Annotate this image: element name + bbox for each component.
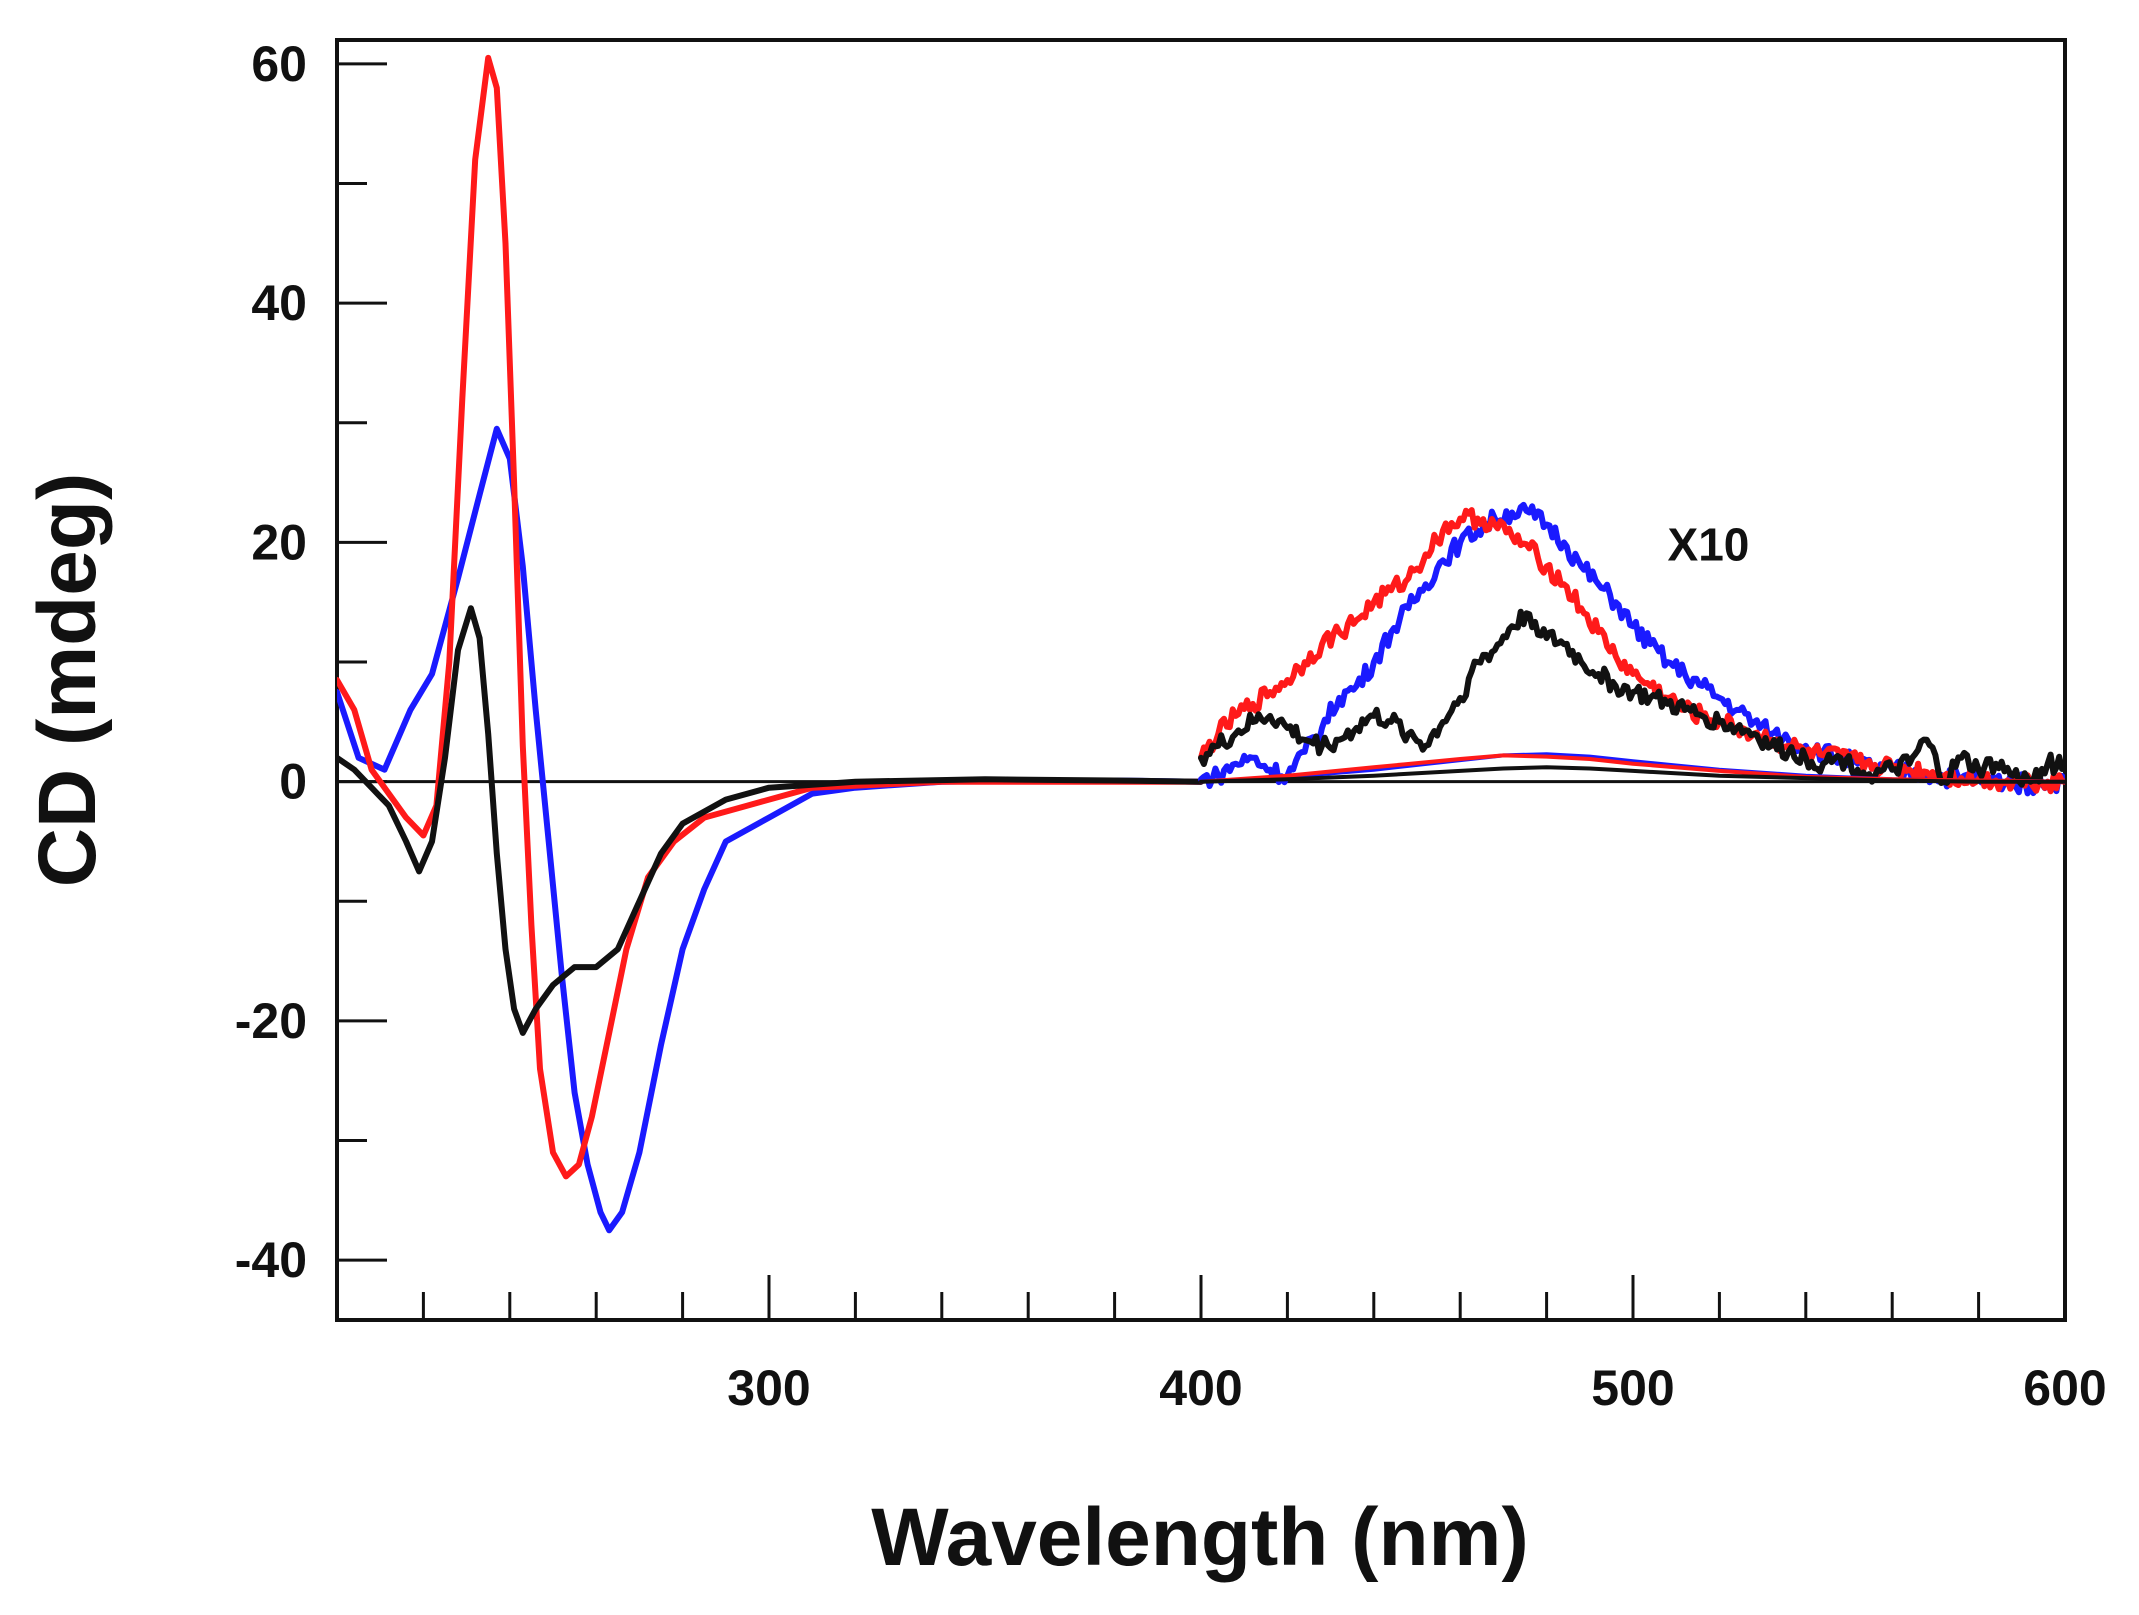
series-line-black-x10 [1198, 608, 2065, 788]
x-tick-label: 400 [1159, 1360, 1242, 1416]
y-axis-title: CD (mdeg) [22, 473, 113, 888]
series-line-black [337, 605, 1204, 1036]
annotation-x10: X10 [1668, 518, 1750, 570]
series-layer [337, 54, 2065, 1234]
x-tick-label: 300 [727, 1360, 810, 1416]
plot-frame [335, 38, 2067, 1322]
x-axis: 300 400 500 600 [421, 1275, 2107, 1416]
y-axis: 60 40 20 0 -20 -40 [235, 36, 387, 1288]
y-tick-label: 20 [251, 514, 307, 570]
y-tick-label: 60 [251, 36, 307, 92]
x-tick-label: 600 [2023, 1360, 2106, 1416]
y-tick-label: 0 [279, 754, 307, 810]
y-tick-label: -20 [235, 993, 307, 1049]
series-line-blue [337, 425, 1204, 1234]
x-axis-title: Wavelength (nm) [871, 1492, 1529, 1583]
x-tick-label: 500 [1591, 1360, 1674, 1416]
y-tick-label: 40 [251, 275, 307, 331]
series-line-black-baseline [1199, 765, 2065, 784]
y-tick-label: -40 [235, 1232, 307, 1288]
series-line-red [337, 54, 1204, 1180]
